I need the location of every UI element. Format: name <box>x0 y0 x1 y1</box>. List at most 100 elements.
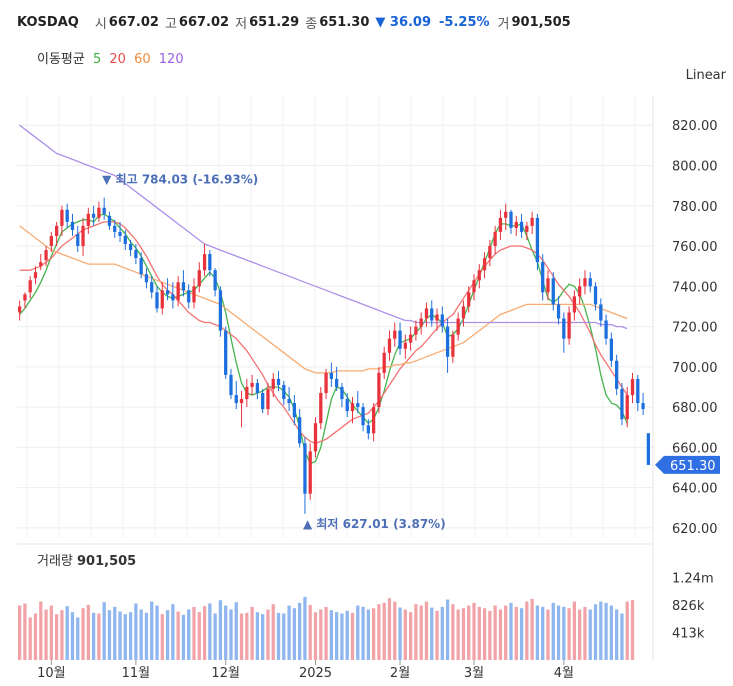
date-tick-label: 12월 <box>211 666 240 681</box>
candle-body <box>525 225 529 232</box>
scale-mode-toggle[interactable]: Linear <box>685 68 726 83</box>
volume-bar <box>583 606 587 660</box>
candle-body <box>76 233 80 247</box>
candle-body <box>70 221 75 230</box>
ma-60[interactable]: 60 <box>134 52 151 67</box>
volume-bar <box>519 608 524 660</box>
candle-body <box>54 225 59 236</box>
symbol: KOSDAQ <box>17 14 79 30</box>
candle-body <box>18 306 22 313</box>
volume-bar <box>76 617 80 660</box>
candle-body <box>430 308 434 321</box>
volume-bar <box>23 603 27 660</box>
volume-bar <box>245 612 249 660</box>
candle-body <box>33 272 38 279</box>
candle-body <box>165 290 170 295</box>
candle-body <box>556 304 561 319</box>
candle-body <box>488 246 492 259</box>
date-tick-label: 11월 <box>122 666 151 681</box>
candle-body <box>398 330 402 349</box>
price-tick-label: 620.00 <box>672 522 718 537</box>
close-value: 651.30 <box>319 14 370 30</box>
volume-bar <box>49 605 53 660</box>
candle-body <box>609 338 614 361</box>
candle-body <box>593 286 598 305</box>
ma-120[interactable]: 120 <box>158 52 184 67</box>
volume-bar <box>218 600 223 660</box>
volume-bar <box>250 606 254 660</box>
candle-body <box>97 207 101 218</box>
volume-bar <box>313 612 318 660</box>
candle-body <box>271 378 275 389</box>
candle-body <box>467 292 471 307</box>
volume-bar <box>393 601 397 660</box>
candle-body <box>451 334 455 357</box>
price-tick-label: 700.00 <box>672 361 718 376</box>
volume-bar <box>176 611 180 660</box>
candle-body <box>329 372 333 379</box>
volume-bar <box>308 604 312 660</box>
volume-bar <box>224 605 228 660</box>
candle-body <box>541 262 545 293</box>
candle-body <box>551 278 555 305</box>
volume-bar <box>255 612 260 660</box>
candle-body <box>245 386 249 400</box>
candle-body <box>192 286 196 303</box>
candle-body <box>509 211 513 228</box>
volume-bar <box>134 603 138 660</box>
candle-body <box>604 320 608 339</box>
candle-body <box>102 207 106 214</box>
ma-20[interactable]: 20 <box>109 52 126 67</box>
volume-bar <box>276 612 281 660</box>
candle-body <box>620 388 624 420</box>
candle-body <box>213 270 217 291</box>
price-tick-label: 820.00 <box>672 119 718 134</box>
volume-bar <box>81 608 85 660</box>
candle-body <box>535 217 540 263</box>
volume-bar <box>123 614 127 660</box>
candle-body <box>546 278 550 293</box>
candle-body <box>583 278 587 287</box>
volume-bar <box>493 605 497 660</box>
ma-20-line <box>19 221 628 445</box>
ma-legend-label: 이동평균 <box>37 52 85 67</box>
candle-body <box>139 258 143 275</box>
price-tick-label: 680.00 <box>672 401 718 416</box>
volume-bar <box>424 601 429 660</box>
moving-average-legend[interactable]: 이동평균 5 20 60 120 <box>37 48 188 67</box>
change-value: ▼ 36.09 <box>375 14 432 30</box>
volume-bar <box>150 601 154 660</box>
candle-body <box>419 318 423 327</box>
volume-bar <box>335 612 339 660</box>
candle-body <box>224 330 228 375</box>
volume-bar <box>319 609 323 660</box>
volume-bar <box>615 609 619 660</box>
candle-body <box>382 352 386 373</box>
candle-body <box>625 395 629 420</box>
volume-bar <box>155 605 159 660</box>
candle-body <box>181 282 186 291</box>
last-price-tag: 651.30 <box>655 455 720 474</box>
volume-bar <box>504 605 508 660</box>
ma-5[interactable]: 5 <box>92 52 102 67</box>
volume-bar <box>578 609 582 660</box>
candle-body <box>91 213 96 218</box>
candle-body <box>371 407 376 434</box>
candle-body <box>113 225 117 232</box>
high-label: 고 <box>164 16 177 32</box>
price-tick-label: 640.00 <box>672 482 718 497</box>
candle-body <box>440 314 444 327</box>
volume-bar <box>165 610 170 660</box>
volume-bar <box>382 602 386 660</box>
candle-body <box>445 326 450 357</box>
candle-body <box>646 433 650 465</box>
volume-bar <box>329 610 333 660</box>
volume-bar <box>282 613 286 660</box>
candle-body <box>572 296 577 313</box>
volume-bar <box>18 605 22 660</box>
volume-bar <box>298 602 302 660</box>
volume-bar <box>472 602 476 660</box>
ma-120-line <box>19 124 628 330</box>
candle-body <box>86 213 90 226</box>
